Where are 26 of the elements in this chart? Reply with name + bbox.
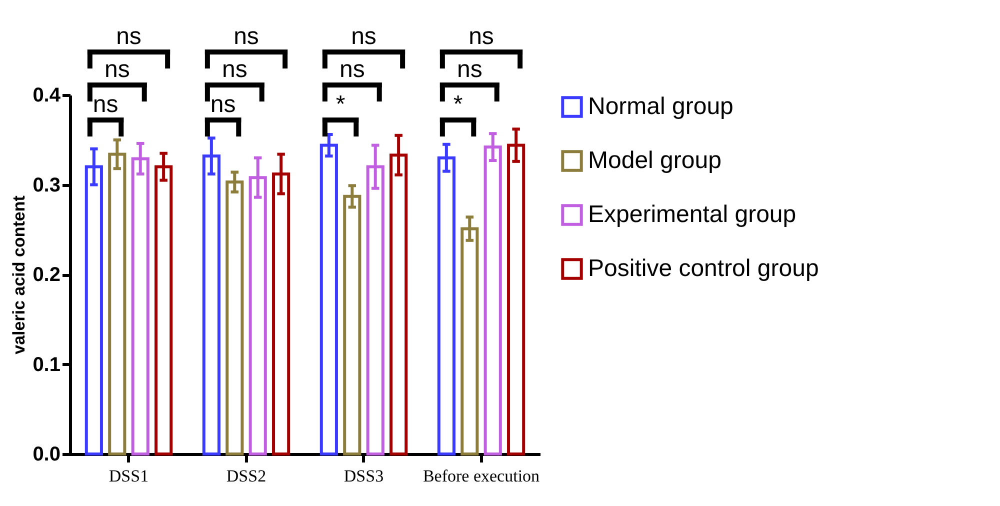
text: ns: [339, 56, 365, 83]
x-tick-label: DSS1: [108, 466, 149, 486]
x-tick-label: DSS2: [226, 466, 266, 486]
legend-label: Model group: [588, 147, 722, 174]
y-tick-label: 0.2: [32, 264, 60, 286]
y-tick-label: 0.3: [32, 174, 60, 196]
legend-label: Normal group: [588, 93, 734, 120]
legend-label: Positive control group: [588, 255, 819, 282]
text: ns: [104, 56, 130, 83]
legend-label: Experimental group: [588, 201, 796, 228]
y-axis-title: valeric acid content: [10, 195, 29, 354]
x-tick-label: DSS3: [344, 466, 384, 486]
text: ns: [116, 23, 142, 50]
y-tick-label: 0.0: [32, 444, 60, 466]
text: ns: [234, 23, 259, 50]
x-tick-label: Before execution: [422, 466, 540, 486]
annotation: *: [453, 91, 463, 118]
text: ns: [456, 56, 482, 83]
y-tick-label: 0.1: [32, 354, 60, 376]
annotation: ns: [210, 91, 236, 118]
y-tick-label: 0.4: [32, 84, 62, 106]
text: ns: [468, 23, 494, 50]
annotation: ns: [92, 91, 118, 118]
annotation: *: [336, 91, 346, 118]
text: ns: [222, 56, 248, 83]
text: ns: [351, 23, 376, 50]
